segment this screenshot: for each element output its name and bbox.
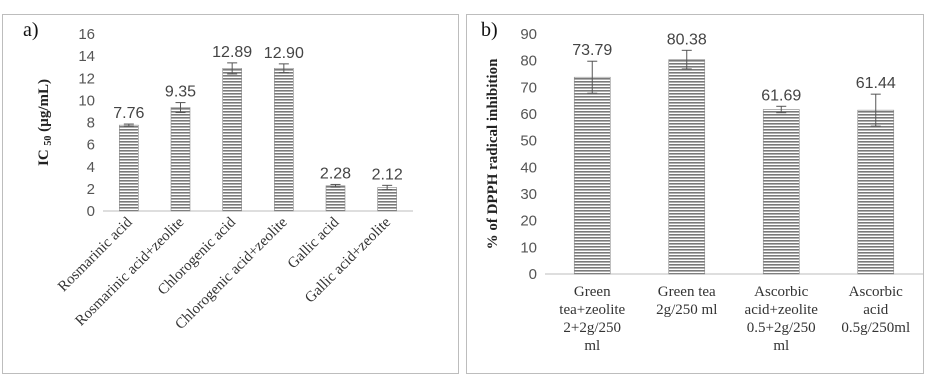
- chart-panel-a: a) 0 2 4 6 8 10 12 14 16 IC 50 (µg/mL) 7.76 Rosmarin…: [2, 14, 459, 374]
- chart-a-y-tick-label: 12: [78, 70, 95, 87]
- chart-panel-b: b) 0 10 20 30 40 50 60 70 80 90 % of DPPH radical i…: [466, 14, 924, 374]
- chart-b-category-label-2: Green tea 2g/250 ml: [656, 284, 717, 318]
- chart-b-svg: b) 0 10 20 30 40 50 60 70 80 90 % of DPPH radical i…: [481, 19, 923, 354]
- chart-b-data-label-4: 61.44: [856, 75, 896, 92]
- chart-a-data-label-6: 2.12: [372, 166, 403, 183]
- chart-b-bar-3: [762, 109, 800, 275]
- chart-a-data-label-1: 7.76: [113, 105, 144, 122]
- chart-a-category-label-6: Gallic acid+zeolite: [302, 214, 394, 306]
- chart-a-data-label-3: 12.89: [212, 44, 252, 61]
- chart-a-bar-5: [325, 185, 346, 212]
- chart-b-category-label-3: Ascorbic acid+zeolite 0.5+2g/250 ml: [745, 284, 819, 354]
- chart-a-bar-1: [119, 124, 139, 212]
- chart-b-bar-1: [573, 76, 611, 275]
- chart-b-panel-label: b): [481, 19, 498, 41]
- chart-b-bar-2: [668, 59, 706, 275]
- chart-a-bar-2: [170, 107, 191, 212]
- chart-a-bar-4: [274, 67, 294, 212]
- chart-b-data-label-3: 61.69: [761, 87, 801, 104]
- chart-a-bar-6: [377, 187, 397, 212]
- chart-a-y-tick-label: 2: [87, 181, 95, 198]
- chart-b-data-label-1: 73.79: [572, 42, 612, 59]
- chart-b-y-tick-label: 40: [520, 159, 537, 176]
- chart-a-y-tick-label: 4: [87, 159, 95, 176]
- chart-b-y-tick-label: 10: [520, 239, 537, 256]
- chart-a-y-axis-label: IC 50 (µg/mL): [36, 79, 54, 166]
- chart-a-y-tick-label: 8: [87, 115, 95, 132]
- chart-a-data-label-4: 12.90: [264, 45, 304, 62]
- chart-b-bar-4: [857, 109, 895, 275]
- chart-a-y-tick-label: 14: [78, 48, 95, 65]
- chart-a-y-tick-label: 10: [78, 92, 95, 109]
- chart-b-y-tick-label: 50: [520, 133, 537, 150]
- chart-a-data-label-2: 9.35: [165, 84, 196, 101]
- chart-b-y-tick-label: 90: [520, 26, 537, 43]
- chart-b-category-label-4: Ascorbic acid 0.5g/250ml: [841, 284, 910, 336]
- chart-a-data-label-5: 2.28: [320, 165, 351, 182]
- chart-b-category-label-1: Green tea+zeolite 2+2g/250 ml: [559, 284, 625, 354]
- chart-a-panel-label: a): [23, 19, 39, 41]
- chart-b-data-label-2: 80.38: [667, 31, 707, 48]
- chart-a-y-tick-label: 16: [78, 26, 95, 43]
- chart-a-y-tick-label: 0: [87, 203, 95, 220]
- chart-b-y-tick-label: 0: [529, 266, 537, 283]
- chart-a-bar-3: [222, 68, 242, 212]
- chart-b-y-tick-label: 20: [520, 213, 537, 230]
- chart-b-y-tick-label: 70: [520, 79, 537, 96]
- chart-b-y-tick-label: 30: [520, 186, 537, 203]
- chart-b-y-axis-label: % of DPPH radical inhibition: [485, 58, 501, 250]
- chart-b-y-tick-label: 80: [520, 53, 537, 70]
- chart-b-y-tick-label: 60: [520, 106, 537, 123]
- chart-a-y-tick-label: 6: [87, 137, 95, 154]
